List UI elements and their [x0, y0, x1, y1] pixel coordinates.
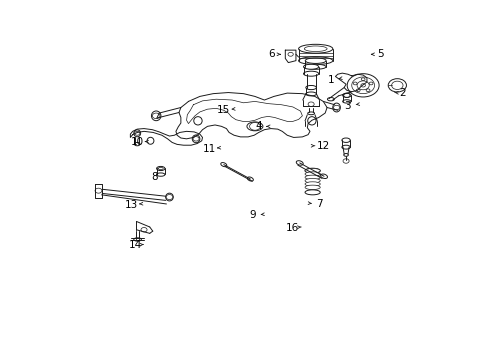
Text: 3: 3	[344, 100, 351, 111]
Ellipse shape	[134, 130, 141, 137]
Text: 2: 2	[400, 88, 406, 98]
Ellipse shape	[247, 177, 253, 181]
Ellipse shape	[342, 138, 350, 143]
Ellipse shape	[305, 64, 326, 69]
Text: 7: 7	[316, 199, 323, 209]
Text: 11: 11	[203, 144, 216, 153]
Ellipse shape	[305, 172, 320, 176]
Text: 6: 6	[269, 49, 275, 59]
Ellipse shape	[305, 179, 320, 183]
Ellipse shape	[308, 112, 315, 115]
Ellipse shape	[166, 193, 173, 201]
Text: 1: 1	[327, 75, 334, 85]
Ellipse shape	[147, 137, 154, 144]
Ellipse shape	[298, 44, 333, 53]
Ellipse shape	[303, 64, 318, 69]
Ellipse shape	[192, 135, 200, 143]
Ellipse shape	[327, 98, 334, 101]
Ellipse shape	[303, 71, 318, 76]
Ellipse shape	[157, 173, 165, 176]
Ellipse shape	[298, 57, 333, 64]
Ellipse shape	[305, 168, 320, 173]
Ellipse shape	[306, 92, 317, 96]
Text: 9: 9	[250, 210, 256, 220]
Ellipse shape	[157, 166, 165, 171]
Text: 5: 5	[377, 49, 384, 59]
Text: 4: 4	[255, 121, 262, 131]
Ellipse shape	[305, 175, 320, 180]
Ellipse shape	[134, 238, 142, 241]
Ellipse shape	[333, 103, 341, 112]
Text: 16: 16	[286, 222, 299, 233]
Ellipse shape	[306, 85, 317, 90]
Ellipse shape	[194, 117, 202, 125]
Ellipse shape	[305, 185, 320, 190]
Ellipse shape	[305, 168, 320, 173]
Text: 8: 8	[151, 172, 158, 182]
Ellipse shape	[221, 163, 227, 167]
Ellipse shape	[308, 117, 316, 125]
Ellipse shape	[342, 145, 350, 149]
Ellipse shape	[343, 93, 351, 98]
Ellipse shape	[305, 182, 320, 186]
Ellipse shape	[305, 190, 320, 195]
Text: 10: 10	[131, 136, 144, 147]
Text: 15: 15	[217, 105, 230, 115]
Ellipse shape	[134, 143, 140, 146]
Text: 13: 13	[125, 199, 138, 210]
Ellipse shape	[151, 111, 161, 121]
Ellipse shape	[305, 58, 326, 63]
Text: 14: 14	[129, 240, 142, 250]
Ellipse shape	[247, 122, 263, 131]
Ellipse shape	[344, 153, 348, 156]
Ellipse shape	[343, 100, 351, 103]
Ellipse shape	[320, 174, 327, 179]
Text: 12: 12	[317, 141, 330, 151]
Ellipse shape	[296, 161, 303, 165]
